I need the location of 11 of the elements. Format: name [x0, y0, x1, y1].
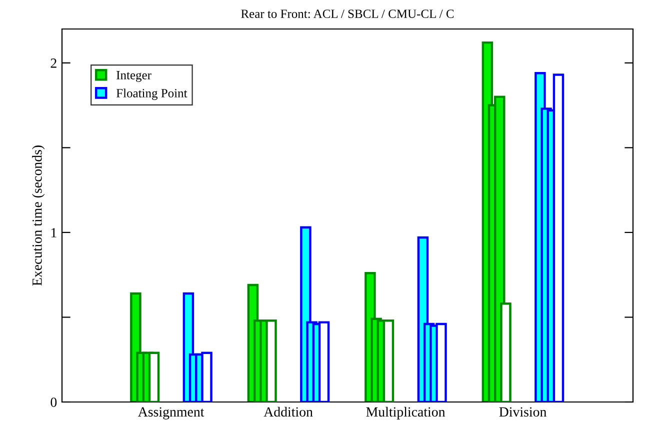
- chart-title: Rear to Front: ACL / SBCL / CMU-CL / C: [241, 10, 454, 18]
- y-tick-label: 1: [51, 228, 56, 238]
- legend-label: Floating Point: [116, 88, 188, 100]
- y-axis-title: Execution time (seconds): [32, 146, 45, 286]
- x-tick-label: Division: [499, 407, 546, 417]
- x-tick-label: Multiplication: [366, 406, 446, 420]
- y-tick-label: 2: [50, 58, 56, 68]
- x-tick-label: Assignment: [138, 407, 204, 420]
- y-tick-label: 0: [50, 398, 57, 407]
- x-tick-label: Addition: [264, 406, 313, 417]
- legend-label: Integer: [116, 71, 152, 82]
